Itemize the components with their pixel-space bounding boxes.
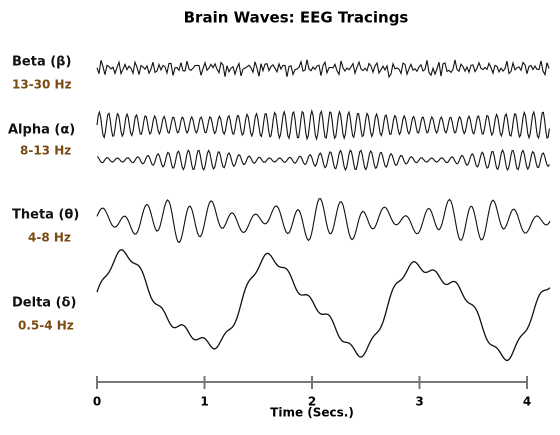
wave-name: Delta (δ): [12, 296, 76, 311]
axis-label: Time (Secs.): [270, 406, 354, 420]
beta-wave: [96, 59, 550, 79]
wave-range: 4-8 Hz: [28, 231, 71, 245]
tick-label: 2: [308, 395, 316, 409]
alpha-wave: [96, 108, 550, 141]
wave-range: 0.5-4 Hz: [18, 319, 74, 333]
alpha-wave: [96, 148, 550, 172]
wave-range: 13-30 Hz: [12, 78, 72, 92]
tick-label: 3: [415, 395, 423, 409]
wave-range: 8-13 Hz: [20, 144, 71, 158]
theta-wave: [96, 197, 551, 244]
delta-wave: [96, 249, 551, 362]
wave-name: Alpha (α): [8, 123, 75, 138]
tick-label: 4: [523, 395, 531, 409]
wave-name: Theta (θ): [12, 208, 79, 223]
title: Brain Waves: EEG Tracings: [184, 9, 409, 27]
tick-label: 1: [200, 395, 208, 409]
tick-label: 0: [93, 395, 101, 409]
wave-name: Beta (β): [12, 55, 71, 70]
